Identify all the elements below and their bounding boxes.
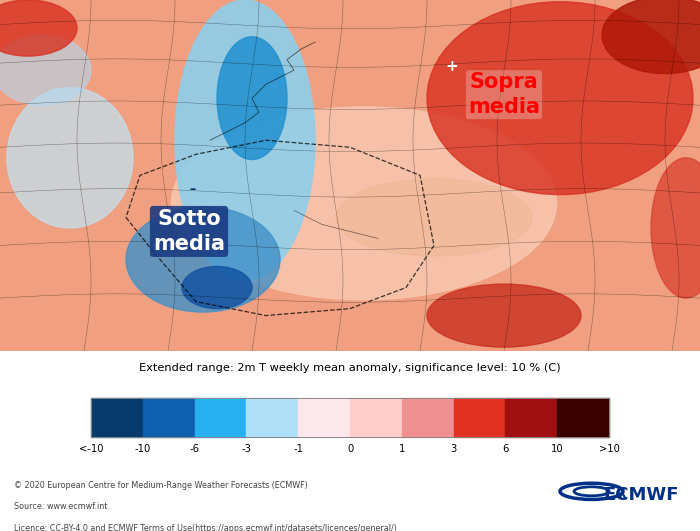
- Bar: [557, 398, 609, 437]
- Ellipse shape: [0, 0, 77, 56]
- Text: -6: -6: [190, 444, 200, 455]
- Bar: [195, 398, 246, 437]
- Text: 10: 10: [551, 444, 564, 455]
- Text: Sotto
media: Sotto media: [153, 209, 225, 254]
- Ellipse shape: [126, 207, 280, 312]
- Ellipse shape: [182, 267, 252, 309]
- Text: © 2020 European Centre for Medium-Range Weather Forecasts (ECMWF): © 2020 European Centre for Medium-Range …: [14, 481, 308, 490]
- Ellipse shape: [7, 88, 133, 228]
- Text: Sopra
media: Sopra media: [468, 72, 540, 117]
- Text: -1: -1: [293, 444, 303, 455]
- Text: 1: 1: [398, 444, 405, 455]
- Ellipse shape: [175, 0, 315, 280]
- Text: 0: 0: [347, 444, 353, 455]
- Text: ECMWF: ECMWF: [603, 486, 679, 504]
- Text: 6: 6: [502, 444, 509, 455]
- Text: +: +: [445, 59, 458, 74]
- Ellipse shape: [651, 158, 700, 298]
- Text: -3: -3: [241, 444, 251, 455]
- Bar: [143, 398, 195, 437]
- Ellipse shape: [602, 0, 700, 74]
- Text: -10: -10: [134, 444, 151, 455]
- Bar: [91, 398, 609, 437]
- Text: Extended range: 2m T weekly mean anomaly, significance level: 10 % (C): Extended range: 2m T weekly mean anomaly…: [139, 363, 561, 373]
- Ellipse shape: [217, 37, 287, 159]
- Text: <-10: <-10: [78, 444, 104, 455]
- Text: Source: www.ecmwf.int: Source: www.ecmwf.int: [14, 502, 107, 511]
- Text: Licence: CC-BY-4.0 and ECMWF Terms of Use(https://apps.ecmwf.int/datasets/licenc: Licence: CC-BY-4.0 and ECMWF Terms of Us…: [14, 524, 397, 531]
- Bar: [402, 398, 454, 437]
- Text: >10: >10: [598, 444, 620, 455]
- Bar: [91, 398, 143, 437]
- Ellipse shape: [172, 107, 556, 300]
- Ellipse shape: [427, 284, 581, 347]
- Bar: [505, 398, 557, 437]
- Bar: [298, 398, 350, 437]
- Bar: [350, 398, 402, 437]
- Ellipse shape: [427, 2, 693, 195]
- Bar: [246, 398, 298, 437]
- Bar: [454, 398, 505, 437]
- Text: –: –: [190, 183, 195, 196]
- Ellipse shape: [0, 35, 91, 105]
- Text: 3: 3: [451, 444, 456, 455]
- Ellipse shape: [336, 179, 532, 256]
